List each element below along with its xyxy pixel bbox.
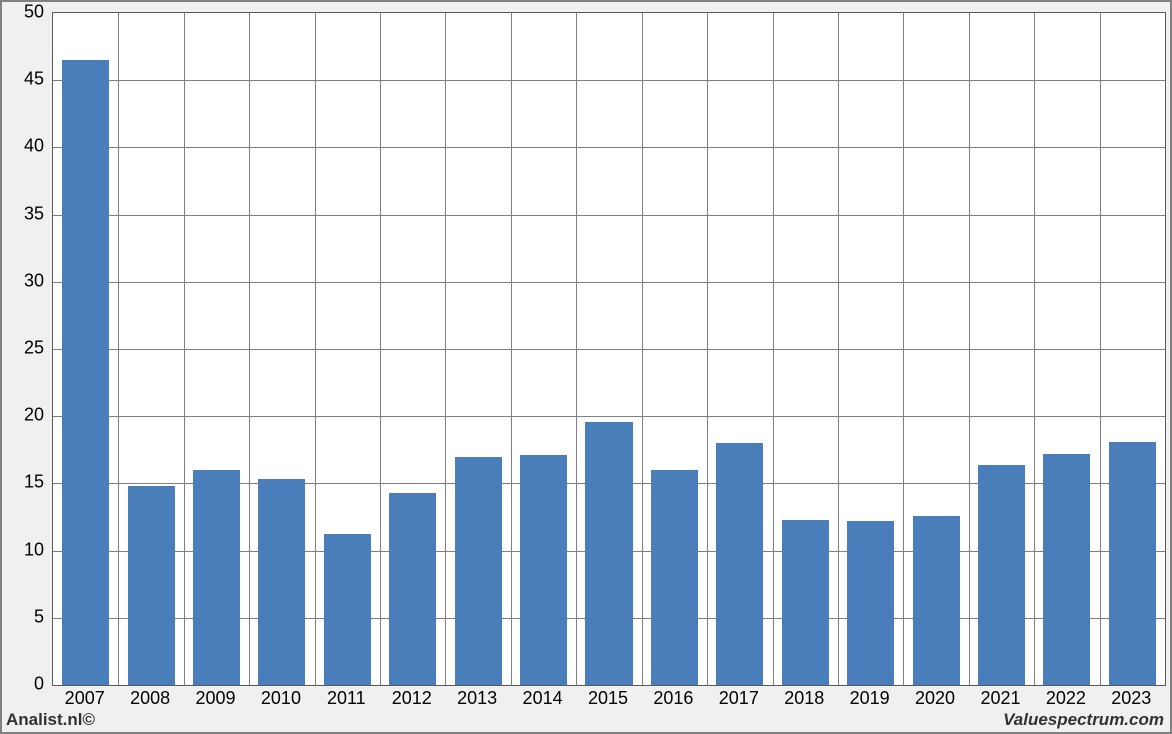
plot-area	[52, 12, 1166, 686]
footer-left: Analist.nl©	[6, 710, 95, 730]
y-tick-label: 20	[2, 405, 44, 426]
x-tick-label: 2021	[980, 688, 1020, 709]
gridline-horizontal	[53, 215, 1165, 216]
x-tick-label: 2012	[392, 688, 432, 709]
gridline-vertical	[445, 13, 446, 685]
x-tick-label: 2023	[1111, 688, 1151, 709]
bar	[847, 521, 894, 685]
gridline-vertical	[969, 13, 970, 685]
bar	[193, 470, 240, 685]
bar	[978, 465, 1025, 685]
gridline-vertical	[642, 13, 643, 685]
x-tick-label: 2008	[130, 688, 170, 709]
bar	[455, 457, 502, 685]
bar	[324, 534, 371, 685]
x-tick-label: 2020	[915, 688, 955, 709]
footer-right: Valuespectrum.com	[1003, 710, 1164, 730]
x-tick-label: 2018	[784, 688, 824, 709]
chart-frame: 0 5 10 15 20 25 30 35 40 45 50 2007 2008 2009 2010 201…	[0, 0, 1172, 734]
gridline-vertical	[773, 13, 774, 685]
gridline-horizontal	[53, 416, 1165, 417]
gridline-vertical	[511, 13, 512, 685]
y-tick-label: 50	[2, 2, 44, 23]
x-tick-label: 2009	[195, 688, 235, 709]
bar	[1109, 442, 1156, 685]
gridline-horizontal	[53, 349, 1165, 350]
y-tick-label: 30	[2, 270, 44, 291]
gridline-vertical	[249, 13, 250, 685]
bar	[520, 455, 567, 685]
gridline-vertical	[380, 13, 381, 685]
y-tick-label: 25	[2, 338, 44, 359]
x-tick-label: 2010	[261, 688, 301, 709]
gridline-horizontal	[53, 147, 1165, 148]
y-tick-label: 10	[2, 539, 44, 560]
gridline-vertical	[838, 13, 839, 685]
x-tick-label: 2013	[457, 688, 497, 709]
gridline-vertical	[707, 13, 708, 685]
bar	[651, 470, 698, 685]
gridline-horizontal	[53, 282, 1165, 283]
x-tick-label: 2011	[327, 688, 366, 709]
bar	[62, 60, 109, 685]
x-tick-label: 2019	[850, 688, 890, 709]
bar	[585, 422, 632, 685]
x-tick-label: 2017	[719, 688, 759, 709]
bar	[258, 479, 305, 685]
bar	[716, 443, 763, 685]
bar	[913, 516, 960, 685]
gridline-vertical	[315, 13, 316, 685]
y-tick-label: 35	[2, 203, 44, 224]
gridline-vertical	[118, 13, 119, 685]
gridline-horizontal	[53, 80, 1165, 81]
y-tick-label: 5	[2, 606, 44, 627]
gridline-vertical	[184, 13, 185, 685]
gridline-vertical	[1034, 13, 1035, 685]
y-tick-label: 40	[2, 136, 44, 157]
gridline-vertical	[576, 13, 577, 685]
x-tick-label: 2007	[65, 688, 105, 709]
bar	[1043, 454, 1090, 685]
x-tick-label: 2016	[653, 688, 693, 709]
y-tick-label: 0	[2, 674, 44, 695]
x-tick-label: 2014	[523, 688, 563, 709]
gridline-vertical	[1100, 13, 1101, 685]
x-tick-label: 2015	[588, 688, 628, 709]
y-tick-label: 45	[2, 69, 44, 90]
y-tick-label: 15	[2, 472, 44, 493]
bar	[389, 493, 436, 685]
bar	[782, 520, 829, 685]
gridline-vertical	[903, 13, 904, 685]
x-tick-label: 2022	[1046, 688, 1086, 709]
bar	[128, 486, 175, 685]
